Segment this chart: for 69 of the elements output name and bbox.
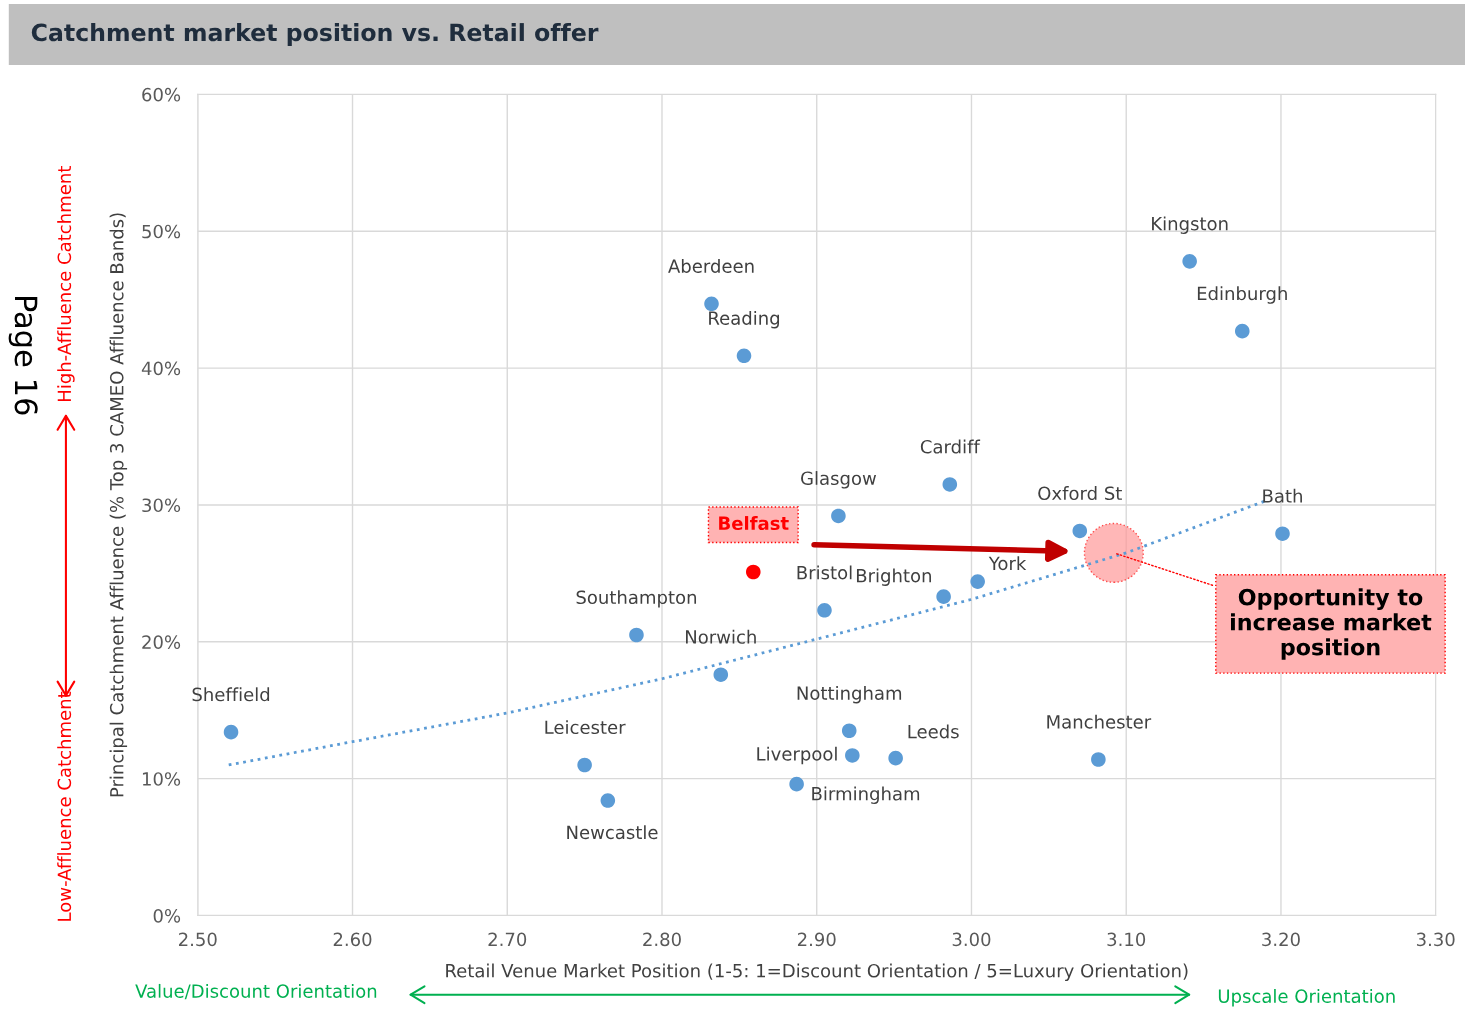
x-tick-label: 3.30 [1416, 932, 1455, 947]
point [1275, 526, 1290, 541]
y-tick-label: 10% [142, 772, 181, 786]
data-label: Norwich [686, 629, 756, 644]
point [713, 667, 729, 682]
chart-title: Catchment market position vs. Retail offer [31, 23, 599, 46]
point [704, 296, 719, 312]
data-label: Sheffield [192, 687, 270, 702]
y-tick-label: 60% [142, 87, 181, 102]
data-label: Birmingham [812, 786, 920, 804]
point [223, 724, 239, 740]
data-label: Manchester [1047, 714, 1152, 729]
point [577, 757, 592, 773]
point [1182, 254, 1197, 269]
y-tick-label: 20% [142, 635, 181, 649]
data-label: Oxford St [1038, 486, 1122, 501]
point [1091, 752, 1106, 767]
data-label: Southampton [576, 590, 697, 608]
point [736, 348, 752, 364]
point [841, 723, 857, 739]
data-label: Reading [709, 310, 780, 329]
text: Page 16 [8, 296, 38, 415]
data-label: Aberdeen [668, 258, 754, 273]
point [845, 748, 860, 763]
y-tick-label: 50% [142, 224, 181, 239]
point [629, 627, 644, 643]
data-label: Nottingham [797, 685, 902, 704]
y-tick-label: 40% [141, 361, 181, 376]
text: Low-Affluence Catchment [57, 691, 72, 921]
point [831, 508, 846, 524]
point [1234, 323, 1250, 339]
x-tick-label: 3.20 [1262, 932, 1300, 947]
data-label: Glasgow [801, 471, 877, 489]
point [600, 793, 616, 808]
x-axis-title: Retail Venue Market Position (1-5: 1=Discount Orientation / 5=Luxury Orientation) [446, 963, 1188, 982]
y-tick-label: 30% [142, 498, 181, 513]
x-tick-label: 2.50 [179, 932, 217, 947]
point [789, 776, 804, 792]
data-label: York [988, 556, 1027, 571]
data-label: Newcastle [567, 825, 658, 840]
annotation: Opportunity to increase market position [1231, 588, 1432, 660]
data-label: Belfast [719, 516, 789, 531]
point [970, 574, 985, 589]
text: Value/Discount Orientation [135, 983, 377, 1000]
point [746, 564, 761, 580]
data-label: Bath [1263, 488, 1302, 503]
x-tick-label: 2.80 [643, 932, 681, 947]
y-axis-title: Principal Catchment Affluence (% Top 3 CAMEO Affluence Bands) [109, 213, 128, 797]
x-tick-label: 2.90 [797, 932, 836, 947]
data-label: Leeds [908, 724, 959, 739]
data-label: Kingston [1152, 216, 1228, 234]
data-label: Brighton [856, 568, 931, 586]
point [817, 603, 832, 618]
point [888, 750, 903, 766]
text: High-Affluence Catchment [57, 166, 75, 401]
y-tick-label: 0% [153, 908, 181, 923]
text: Upscale Orientation [1218, 989, 1395, 1007]
x-tick-label: 2.60 [333, 932, 372, 947]
point [942, 477, 958, 492]
x-tick-label: 2.70 [488, 932, 527, 947]
point [936, 589, 951, 604]
point [1072, 523, 1088, 539]
x-tick-label: 3.00 [952, 932, 991, 947]
data-label: Bristol [797, 565, 852, 580]
data-label: Liverpool [757, 746, 837, 765]
x-tick-label: 3.10 [1107, 932, 1146, 947]
data-label: Edinburgh [1197, 286, 1287, 304]
data-label: Cardiff [920, 439, 981, 454]
data-label: Leicester [545, 720, 626, 735]
